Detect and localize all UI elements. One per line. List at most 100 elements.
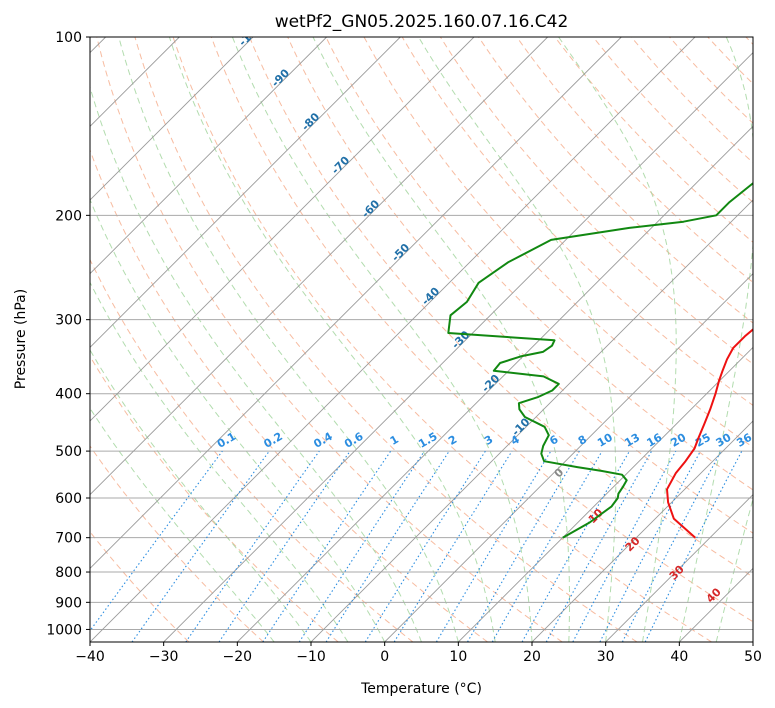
mixing-ratio-line bbox=[325, 450, 450, 642]
dry-adiabat-line bbox=[90, 258, 414, 642]
isotherm-label: -50 bbox=[389, 241, 412, 264]
dry-adiabat-line bbox=[90, 445, 264, 642]
mixing-ratio-label: 3 bbox=[482, 433, 495, 448]
mixing-ratio-label: 36 bbox=[734, 431, 754, 450]
y-tick-label: 800 bbox=[55, 565, 82, 581]
y-tick-label: 400 bbox=[55, 387, 82, 403]
x-tick-label: −20 bbox=[223, 649, 253, 665]
dry-adiabat-line bbox=[516, 37, 753, 284]
dry-adiabat-line bbox=[630, 37, 753, 164]
dry-adiabat-line bbox=[401, 37, 753, 406]
chart-title: wetPf2_GN05.2025.160.07.16.C42 bbox=[275, 12, 569, 32]
isotherm-label: -90 bbox=[269, 66, 292, 89]
isotherm-line bbox=[90, 37, 401, 348]
profile-lines bbox=[447, 181, 753, 539]
isotherm-line bbox=[310, 199, 753, 642]
mixing-ratio-label: 0.6 bbox=[342, 430, 366, 451]
mixing-ratio-label: 2 bbox=[446, 433, 459, 448]
dry-adiabat-line bbox=[592, 37, 753, 203]
moist-adiabat-line bbox=[231, 37, 533, 642]
dry-adiabat-line bbox=[439, 37, 753, 365]
isotherm-line bbox=[163, 52, 753, 642]
axes: −40 −30 −20 −10 0 10 20 30 40 50 100 200 300 400 500 60… bbox=[46, 30, 762, 665]
isotherm-line bbox=[90, 37, 622, 569]
moist-adiabat-line bbox=[418, 37, 617, 642]
x-tick-label: 10 bbox=[449, 649, 467, 665]
moist-adiabat-line bbox=[678, 37, 753, 642]
dry-adiabat-line bbox=[90, 148, 488, 642]
moist-adiabat-line bbox=[90, 198, 386, 642]
mixing-ratio-line bbox=[545, 450, 653, 642]
y-tick-label: 600 bbox=[55, 491, 82, 507]
x-tick-label: 40 bbox=[670, 649, 688, 665]
mixing-ratio-label: 10 bbox=[595, 431, 615, 450]
background-lines bbox=[90, 37, 753, 642]
isotherm-label: -70 bbox=[329, 154, 352, 177]
mixing-ratio-line bbox=[393, 450, 513, 642]
mixing-ratio-line bbox=[491, 450, 603, 642]
dry-adiabat-line bbox=[363, 37, 753, 448]
mixing-ratio-label: 1.5 bbox=[416, 430, 439, 451]
y-tick-label: 1000 bbox=[46, 622, 82, 638]
isotherm-label: -40 bbox=[419, 284, 442, 307]
y-axis-label: Pressure (hPa) bbox=[13, 289, 29, 389]
mixing-ratio-label: 8 bbox=[576, 433, 589, 448]
mixing-ratio-line bbox=[521, 450, 630, 642]
isotherm-line bbox=[90, 37, 327, 275]
isotherm-line bbox=[90, 37, 696, 642]
moist-adiabat-line bbox=[90, 407, 275, 642]
mixing-ratio-label: 1 bbox=[388, 433, 401, 448]
x-tick-label: −40 bbox=[75, 649, 105, 665]
mixing-ratio-line bbox=[218, 450, 351, 642]
y-tick-label: 500 bbox=[55, 444, 82, 460]
x-tick-label: −30 bbox=[149, 649, 179, 665]
moist-adiabat-line bbox=[90, 349, 312, 642]
isotherm-line bbox=[384, 273, 753, 642]
mixing-ratio-label: 13 bbox=[622, 431, 642, 450]
moist-adiabat-line bbox=[90, 85, 422, 642]
isotherm-label: -100 bbox=[236, 20, 265, 49]
mixing-ratio-line bbox=[298, 450, 425, 642]
isotherm-line bbox=[605, 494, 753, 642]
dry-adiabat-line bbox=[325, 37, 753, 491]
mixing-ratio-label: 0.2 bbox=[262, 430, 285, 451]
x-tick-label: 0 bbox=[380, 649, 389, 665]
isotherm-line bbox=[679, 567, 753, 642]
moist-adiabat-line bbox=[312, 37, 570, 642]
isotherm-line bbox=[237, 125, 753, 642]
isotherm-label: -30 bbox=[449, 328, 472, 351]
isotherm-line bbox=[752, 641, 753, 642]
y-tick-label: 100 bbox=[55, 30, 82, 46]
dry-adiabat-line bbox=[96, 37, 563, 642]
dry-adiabat-line bbox=[745, 37, 753, 46]
mixing-ratio-line bbox=[599, 450, 701, 642]
isotherm-line bbox=[90, 37, 475, 422]
mixing-ratio-label: 16 bbox=[644, 431, 664, 450]
y-tick-label: 300 bbox=[55, 313, 82, 329]
dry-adiabat-line bbox=[669, 37, 753, 124]
dry-adiabat-line bbox=[287, 37, 753, 534]
moist-adiabat-line bbox=[715, 497, 753, 642]
x-tick-label: 20 bbox=[523, 649, 541, 665]
mixing-ratio-line bbox=[435, 450, 552, 642]
isotherm-label: -80 bbox=[299, 110, 322, 133]
x-tick-label: −10 bbox=[296, 649, 326, 665]
dry-adiabat-line bbox=[90, 355, 339, 642]
dewpoint-profile-line bbox=[447, 181, 753, 539]
y-tick-label: 200 bbox=[55, 208, 82, 224]
isotherm-line bbox=[90, 37, 254, 201]
isotherm-label: -60 bbox=[359, 197, 382, 220]
isotherm-line bbox=[90, 37, 548, 496]
mixing-ratio-label: 30 bbox=[714, 431, 734, 450]
temperature-profile-line bbox=[666, 328, 753, 539]
dry-adiabat-line bbox=[478, 37, 753, 324]
mixing-ratio-line bbox=[131, 450, 270, 642]
mixing-ratio-line bbox=[467, 450, 580, 642]
dry-adiabat-line bbox=[134, 37, 638, 642]
moist-adiabat-line bbox=[168, 37, 496, 642]
dry-adiabat-line bbox=[210, 37, 753, 623]
y-tick-label: 700 bbox=[55, 531, 82, 547]
isotherm-label: -20 bbox=[479, 372, 502, 395]
x-tick-label: 50 bbox=[744, 649, 762, 665]
